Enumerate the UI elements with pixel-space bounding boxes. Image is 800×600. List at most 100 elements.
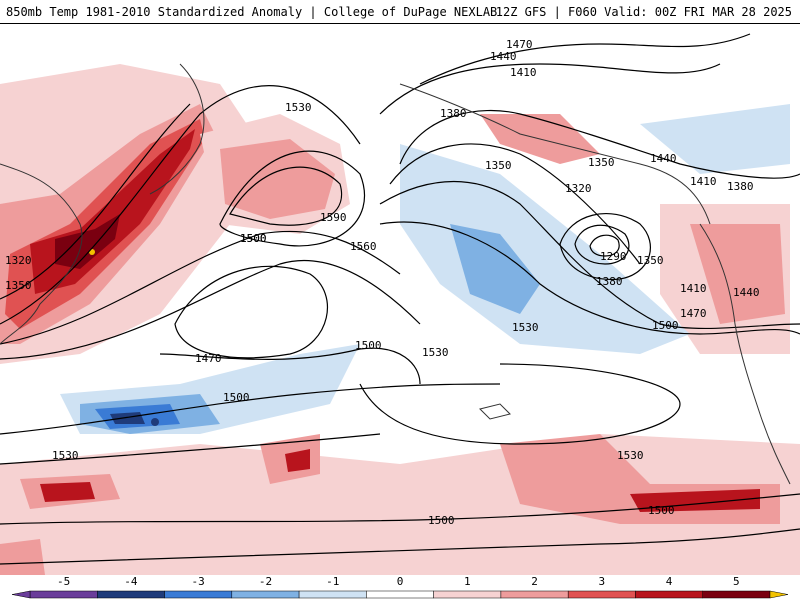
contour-label: 1410 xyxy=(510,66,537,79)
coastline-asia xyxy=(0,163,83,345)
colorbar-segment xyxy=(500,590,569,599)
contour-line xyxy=(399,109,800,179)
contour-line xyxy=(0,528,800,565)
contour-line xyxy=(0,383,501,435)
contour-label: 1380 xyxy=(596,275,623,288)
colorbar-tick-label: 2 xyxy=(531,575,538,588)
anomaly-map: 1470 1440 1410 1380 1350 1320 1290 1530 … xyxy=(0,24,800,575)
contour-line xyxy=(219,150,366,247)
coastline-westus xyxy=(699,223,791,485)
cold-central-4 xyxy=(110,412,145,424)
contour-label: 1410 xyxy=(680,282,707,295)
contour-line xyxy=(379,63,721,115)
colorbar-tick-label: -3 xyxy=(191,575,205,588)
contour-line xyxy=(379,221,800,335)
contour-line xyxy=(0,493,800,525)
colorbar-segment xyxy=(29,590,98,599)
warm-westus-2 xyxy=(690,224,785,324)
colorbar-tick-label: -2 xyxy=(258,575,273,588)
colorbar-segment xyxy=(433,590,502,599)
contour-line xyxy=(159,347,421,385)
colorbar-segment xyxy=(298,590,367,599)
colorbar-tick-label: -1 xyxy=(326,575,340,588)
model-run-title: 12Z GFS | F060 Valid: 00Z FRI MAR 28 202… xyxy=(495,5,792,19)
contour-line xyxy=(589,234,620,257)
contour-label: 1500 xyxy=(428,514,455,527)
colorbar-segment xyxy=(635,590,703,599)
warm-south-3 xyxy=(40,482,95,502)
colorbar-tick-label: 3 xyxy=(598,575,606,588)
colorbar-max-arrow xyxy=(769,590,789,599)
contour-label: 1590 xyxy=(320,211,347,224)
contour-label: 1350 xyxy=(637,254,664,267)
coastline-alaska xyxy=(399,83,711,225)
contour-label: 1440 xyxy=(650,152,677,165)
contour-label: 1350 xyxy=(485,159,512,172)
coastlines xyxy=(0,63,791,485)
anomaly-colorbar: -5 -4 -3 -2 -1 0 1 2 3 4 5 xyxy=(0,575,800,600)
colorbar-segment xyxy=(366,590,434,599)
contour-label: 1470 xyxy=(506,38,533,51)
contour-label: 1320 xyxy=(5,254,32,267)
height-contours xyxy=(0,33,800,565)
contour-label: 1500 xyxy=(240,232,267,245)
min-spot xyxy=(151,418,159,426)
colorbar-segment xyxy=(164,590,233,599)
contour-label: 1500 xyxy=(652,319,679,332)
contour-label: 1350 xyxy=(5,279,32,292)
colorbar-segment xyxy=(702,590,771,599)
colorbar-segment xyxy=(97,590,165,599)
colorbar-tick-label: -4 xyxy=(124,575,138,588)
coastline-kamchatka xyxy=(149,63,205,195)
map-header: 850mb Temp 1981-2010 Standardized Anomal… xyxy=(0,0,800,24)
contour-line xyxy=(174,265,328,359)
colorbar-segment xyxy=(567,590,636,599)
contour-label: 1530 xyxy=(617,449,644,462)
contour-label: 1470 xyxy=(195,352,222,365)
contour-label: 1350 xyxy=(588,156,615,169)
contour-label: 1500 xyxy=(240,232,267,245)
contour-label: 1410 xyxy=(690,175,717,188)
colorbar-tick-label: 4 xyxy=(665,575,673,588)
contour-line xyxy=(379,181,800,330)
contour-label: 1500 xyxy=(223,391,250,404)
contour-line xyxy=(574,224,630,265)
contour-label: 1500 xyxy=(648,504,675,517)
contour-line xyxy=(229,166,343,226)
contour-label: 1530 xyxy=(422,346,449,359)
colorbar-tick-label: 1 xyxy=(463,575,471,588)
contour-label: 1320 xyxy=(565,182,592,195)
colorbar-tick-label: 0 xyxy=(396,575,404,588)
contour-labels: 1470 1440 1410 1380 1350 1320 1290 1530 … xyxy=(5,38,760,527)
contour-label: 1380 xyxy=(440,107,467,120)
colorbar-segment xyxy=(231,590,300,599)
cold-goa-2 xyxy=(450,224,540,314)
contour-line xyxy=(0,103,191,300)
contour-label: 1530 xyxy=(52,449,79,462)
contour-label: 1470 xyxy=(680,307,707,320)
contour-label: 1560 xyxy=(350,240,377,253)
contour-label: 1440 xyxy=(733,286,760,299)
contour-line xyxy=(359,363,681,445)
hawaii xyxy=(479,403,511,420)
contour-label: 1440 xyxy=(490,50,517,63)
warm-south-8 xyxy=(0,539,45,575)
contour-line xyxy=(0,230,401,345)
contour-line xyxy=(0,433,381,465)
map-canvas: 1470 1440 1410 1380 1350 1320 1290 1530 … xyxy=(0,33,800,575)
contour-label: 1530 xyxy=(512,321,539,334)
warm-south-5 xyxy=(285,449,310,472)
warm-band-west-5 xyxy=(55,214,120,269)
product-title: 850mb Temp 1981-2010 Standardized Anomal… xyxy=(6,5,498,19)
contour-line xyxy=(559,213,651,281)
warm-blob-central-2 xyxy=(220,139,335,219)
colorbar-tick-labels: -5 -4 -3 -2 -1 0 1 2 3 4 5 xyxy=(0,575,800,589)
contour-label: 1530 xyxy=(285,101,312,114)
warm-south-7 xyxy=(630,489,760,512)
colorbar-tick-label: 5 xyxy=(733,575,740,588)
cold-ne-1 xyxy=(640,104,790,174)
contour-line xyxy=(419,33,751,85)
anomaly-shading xyxy=(0,64,800,575)
contour-label: 1380 xyxy=(727,180,754,193)
contour-line xyxy=(0,259,421,360)
